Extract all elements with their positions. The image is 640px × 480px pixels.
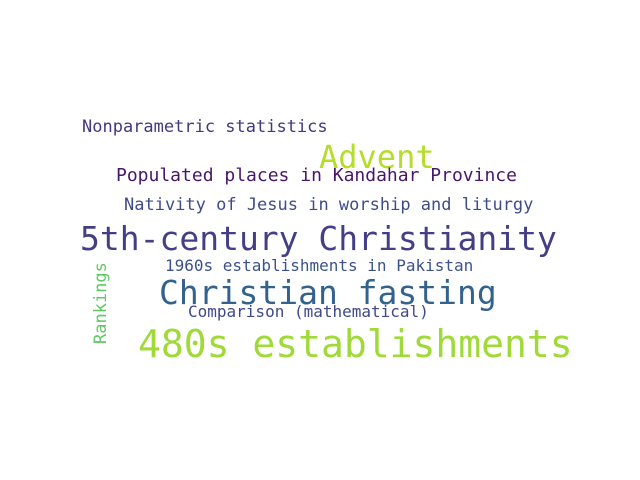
word-comparison-mathematical: Comparison (mathematical) bbox=[188, 302, 429, 321]
word-5th-century-christianity: 5th-century Christianity bbox=[80, 219, 557, 258]
word-advent: Advent bbox=[319, 138, 435, 176]
word-kandahar-province: Populated places in Kandahar Province bbox=[116, 165, 517, 186]
word-480s-establishments: 480s establishments bbox=[138, 322, 573, 366]
word-nativity-of-jesus: Nativity of Jesus in worship and liturgy bbox=[124, 195, 534, 215]
word-1960s-establishments: 1960s establishments in Pakistan bbox=[165, 256, 474, 275]
word-christian-fasting: Christian fasting bbox=[159, 273, 497, 312]
word-nonparametric-statistics: Nonparametric statistics bbox=[82, 117, 328, 137]
word-rankings: Rankings bbox=[91, 262, 111, 344]
